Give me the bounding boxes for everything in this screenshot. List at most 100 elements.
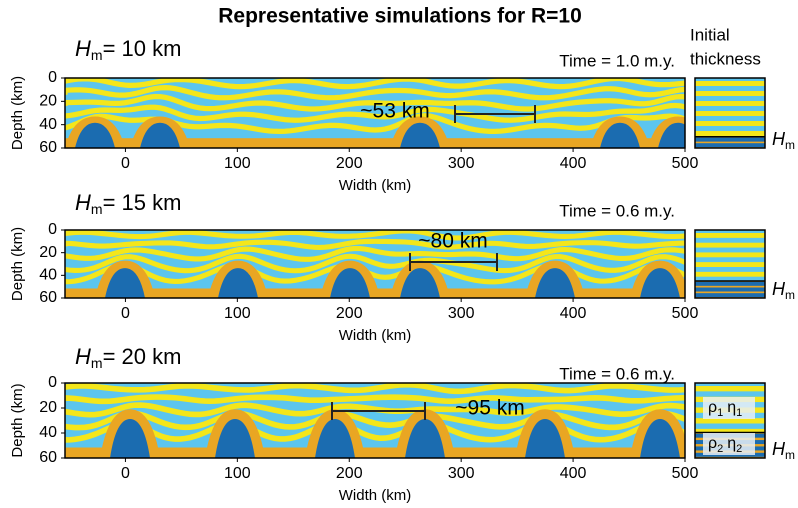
y-tick-label: 20 — [39, 399, 57, 416]
side-frame — [694, 77, 766, 149]
side-dark — [695, 137, 765, 142]
layer-label: ρ1 η1 — [708, 399, 742, 419]
subscript: m — [91, 47, 103, 63]
yellow-layer — [65, 238, 685, 250]
simulation-field — [65, 383, 685, 458]
yellow-layer — [65, 394, 685, 405]
side-bottom — [695, 136, 765, 148]
wavelength-label: ~53 km — [360, 100, 429, 123]
y-tick-label: 0 — [48, 221, 57, 238]
dome-core — [535, 268, 575, 298]
x-tick-label: 0 — [121, 465, 130, 482]
x-tick-label: 500 — [672, 305, 699, 322]
time-label: Time = 0.6 m.y. — [559, 201, 675, 220]
x-tick-label: 200 — [336, 305, 363, 322]
subscript: m — [785, 448, 795, 462]
yellow-layer — [65, 402, 685, 418]
dome-core — [640, 419, 680, 458]
side-label: Initial — [690, 25, 730, 44]
yellow-layer — [65, 253, 685, 274]
dome-core — [215, 419, 255, 458]
yellow-layer — [65, 230, 685, 241]
side-dark — [695, 287, 765, 292]
x-tick-label: 300 — [448, 155, 475, 172]
symbol: H — [772, 279, 786, 299]
figure-title: Representative simulations for R=10 — [218, 5, 582, 28]
axes-frame — [64, 382, 686, 459]
dome-core — [315, 419, 355, 458]
side-yellow — [695, 101, 765, 106]
yellow-layer — [65, 85, 685, 101]
y-tick-label: 20 — [39, 244, 57, 261]
side-yellow — [695, 252, 765, 258]
y-tick-label: 60 — [39, 139, 57, 156]
side-yellow — [695, 111, 765, 116]
index: 2 — [717, 443, 723, 455]
side-yellow — [695, 91, 765, 96]
simulation-field — [65, 230, 685, 298]
symbol: H — [772, 129, 786, 149]
x-tick-label: 300 — [448, 305, 475, 322]
symbol: H — [75, 344, 91, 369]
dome-core — [405, 419, 445, 458]
x-tick-label: 100 — [224, 305, 251, 322]
side-yellow — [695, 242, 765, 248]
side-dark — [695, 143, 765, 148]
y-tick-label: 60 — [39, 289, 57, 306]
initial-thickness-box — [694, 77, 766, 149]
side-label: thickness — [690, 49, 761, 68]
index: 2 — [736, 443, 742, 455]
initial-thickness-box — [694, 229, 766, 299]
yellow-layer — [65, 420, 685, 443]
dome-core — [218, 268, 258, 298]
x-tick-label: 0 — [121, 305, 130, 322]
y-tick-label: 40 — [39, 267, 57, 284]
side-yellow — [695, 233, 765, 238]
yellow-layer — [65, 410, 685, 431]
x-axis-label: Width (km) — [339, 487, 412, 504]
dome-core — [658, 122, 685, 148]
simulation-field — [65, 78, 685, 148]
panel-label: Hm= 20 km — [75, 344, 181, 371]
dome-core — [105, 268, 145, 298]
y-tick-label: 0 — [48, 69, 57, 86]
panel-label: Hm= 15 km — [75, 190, 181, 217]
time-label: Time = 1.0 m.y. — [559, 51, 675, 70]
x-tick-label: 400 — [560, 305, 587, 322]
axes-frame — [64, 77, 686, 149]
x-tick-label: 100 — [224, 155, 251, 172]
panel-label: Hm= 10 km — [75, 36, 181, 63]
subscript: m — [91, 201, 103, 217]
dome-core — [140, 122, 180, 148]
side-frame — [694, 382, 766, 459]
side-hm-label: Hm — [772, 129, 795, 152]
dome-core — [75, 122, 115, 148]
side-frame — [694, 229, 766, 299]
side-dark — [695, 293, 765, 298]
y-tick-label: 20 — [39, 93, 57, 110]
dome-core — [110, 419, 150, 458]
side-yellow — [695, 121, 765, 126]
density: ρ — [708, 435, 717, 452]
side-yellow — [695, 428, 765, 435]
symbol: H — [75, 190, 91, 215]
subscript: m — [785, 138, 795, 152]
y-axis-label: Depth (km) — [9, 76, 26, 150]
layer-label-bg — [703, 397, 755, 419]
x-tick-label: 500 — [672, 465, 699, 482]
dome-core — [600, 122, 640, 148]
dome-core — [400, 268, 440, 298]
dome-core — [330, 268, 370, 298]
label-text: = 20 km — [103, 344, 182, 369]
subscript: m — [785, 288, 795, 302]
dome-core — [400, 122, 440, 148]
symbol: H — [772, 439, 786, 459]
index: 1 — [717, 407, 723, 419]
layer-label: ρ2 η2 — [708, 435, 742, 455]
x-axis-label: Width (km) — [339, 177, 412, 194]
layer-label-bg — [703, 433, 755, 455]
label-text: = 10 km — [103, 36, 182, 61]
side-yellow — [695, 81, 765, 86]
buoyant-layer — [65, 447, 685, 458]
